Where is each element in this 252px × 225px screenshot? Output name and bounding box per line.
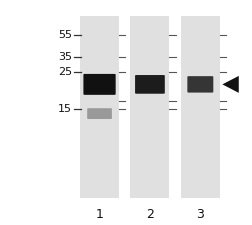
Bar [131,16,169,198]
FancyBboxPatch shape [83,74,116,95]
FancyBboxPatch shape [87,108,112,119]
Text: 3: 3 [196,208,204,221]
FancyBboxPatch shape [187,76,213,93]
Bar [181,16,220,198]
Text: 25: 25 [58,67,72,77]
Text: 1: 1 [96,208,104,221]
Polygon shape [223,76,239,93]
Text: 2: 2 [146,208,154,221]
Text: 35: 35 [58,52,72,62]
Text: 55: 55 [58,30,72,40]
Text: 15: 15 [58,104,72,114]
FancyBboxPatch shape [135,75,165,94]
Bar [80,16,119,198]
